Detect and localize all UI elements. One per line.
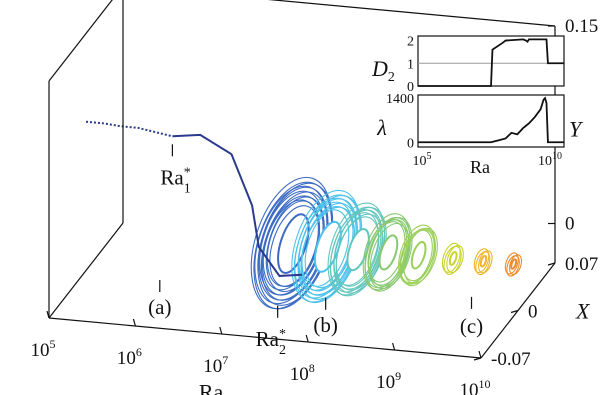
attractor-7-loop-2 [509, 254, 523, 275]
depth-tick-2 [473, 357, 482, 361]
attractor-6-hole [479, 254, 488, 268]
annotation-ra1: Ra* 1 [160, 165, 190, 196]
attractor-4-loop-4 [402, 229, 435, 282]
depth-tick-label-0: 0.07 [565, 254, 598, 275]
series-layer [85, 120, 303, 277]
attractor-7-loop-0 [504, 252, 519, 275]
box-edge-0 [48, 317, 482, 359]
attractor-7-hole [510, 258, 518, 270]
x-tick-3 [305, 334, 309, 343]
depth-axis-title: X [575, 299, 591, 324]
attractor-5-loop-0 [441, 242, 461, 273]
depth-tick-1 [510, 309, 519, 314]
x-tick-label-0: 105 [31, 337, 56, 361]
depth-tick-label-1: 0 [528, 302, 538, 323]
x-tick-label-5: 1010 [460, 377, 491, 395]
inset-lambda-ylabel: λ [376, 115, 387, 140]
box-edge-5 [267, 0, 556, 27]
attractor-5-hole [448, 250, 458, 266]
attractor-7-loop-1 [506, 255, 520, 277]
attractor-4-hole [410, 241, 427, 270]
attractor-5-loop-2 [446, 245, 464, 274]
inset-d2-ytick-0: 2 [407, 35, 414, 50]
inset-lambda-frame [417, 94, 565, 148]
inset-lambda-xtick-0: 105 [413, 151, 432, 169]
inset-lambda-xlabel: Ra [470, 157, 490, 177]
attractor-5 [441, 242, 464, 275]
x-tick-2 [219, 326, 223, 335]
box-edge-2 [48, 222, 124, 319]
x-tick-label-3: 108 [290, 361, 315, 385]
inset-lambda-line [418, 96, 564, 144]
attractor-1-loop-9 [301, 209, 350, 287]
attractor-4 [398, 224, 438, 287]
annotation-b: (b) [313, 313, 338, 337]
x-tick-label-2: 107 [203, 353, 228, 377]
x-tick-label-4: 109 [376, 369, 401, 393]
y-axis-title: Y [569, 117, 584, 142]
attractor-3 [362, 213, 413, 292]
attractor-4-loop-1 [400, 228, 437, 287]
inset-d2-ytick-2: 0 [407, 80, 414, 95]
annotation-ra2: Ra* 2 [256, 327, 286, 358]
series-limit-cycle-branch [172, 133, 303, 277]
attractor-5-loop-1 [443, 245, 462, 275]
inset-lambda-ytick-1: 0 [407, 136, 414, 151]
attractor-6-loop-1 [475, 251, 491, 276]
attractor-6-loop-0 [473, 248, 490, 273]
box-edge-7 [48, 0, 113, 82]
x-tick-1 [132, 318, 136, 327]
attractor-0-hole [277, 213, 310, 274]
series-fixed-point-branch [85, 120, 173, 138]
attractor-4-loop-3 [399, 229, 433, 284]
y-tick-label-1: 0 [565, 214, 575, 235]
annotation-a: (a) [148, 295, 171, 319]
inset-d2-ytick-1: 1 [407, 57, 414, 72]
attractor-3-hole [378, 234, 399, 271]
inset-d2-ylabel: D2 [371, 56, 395, 85]
x-axis-title: Ra [199, 380, 224, 395]
attractor-7 [504, 252, 523, 277]
inset-d2-line [418, 38, 564, 87]
inset-lambda-ytick-0: 1400 [386, 92, 414, 107]
x-tick-5 [478, 350, 482, 359]
inset-lambda-xtick-1: 1010 [538, 151, 562, 169]
attractor-6 [473, 248, 493, 276]
annotation-c: (c) [460, 314, 483, 338]
depth-tick-0 [547, 262, 556, 266]
x-tick-label-1: 106 [117, 345, 142, 369]
x-tick-0 [46, 310, 50, 319]
attractor-6-loop-2 [478, 250, 493, 274]
depth-tick-label-2: -0.07 [491, 349, 531, 370]
y-tick-label-0: 0.15 [565, 16, 598, 37]
attractor-2-loop-7 [335, 216, 380, 287]
x-tick-4 [392, 342, 396, 351]
attractor-layer [250, 176, 523, 310]
